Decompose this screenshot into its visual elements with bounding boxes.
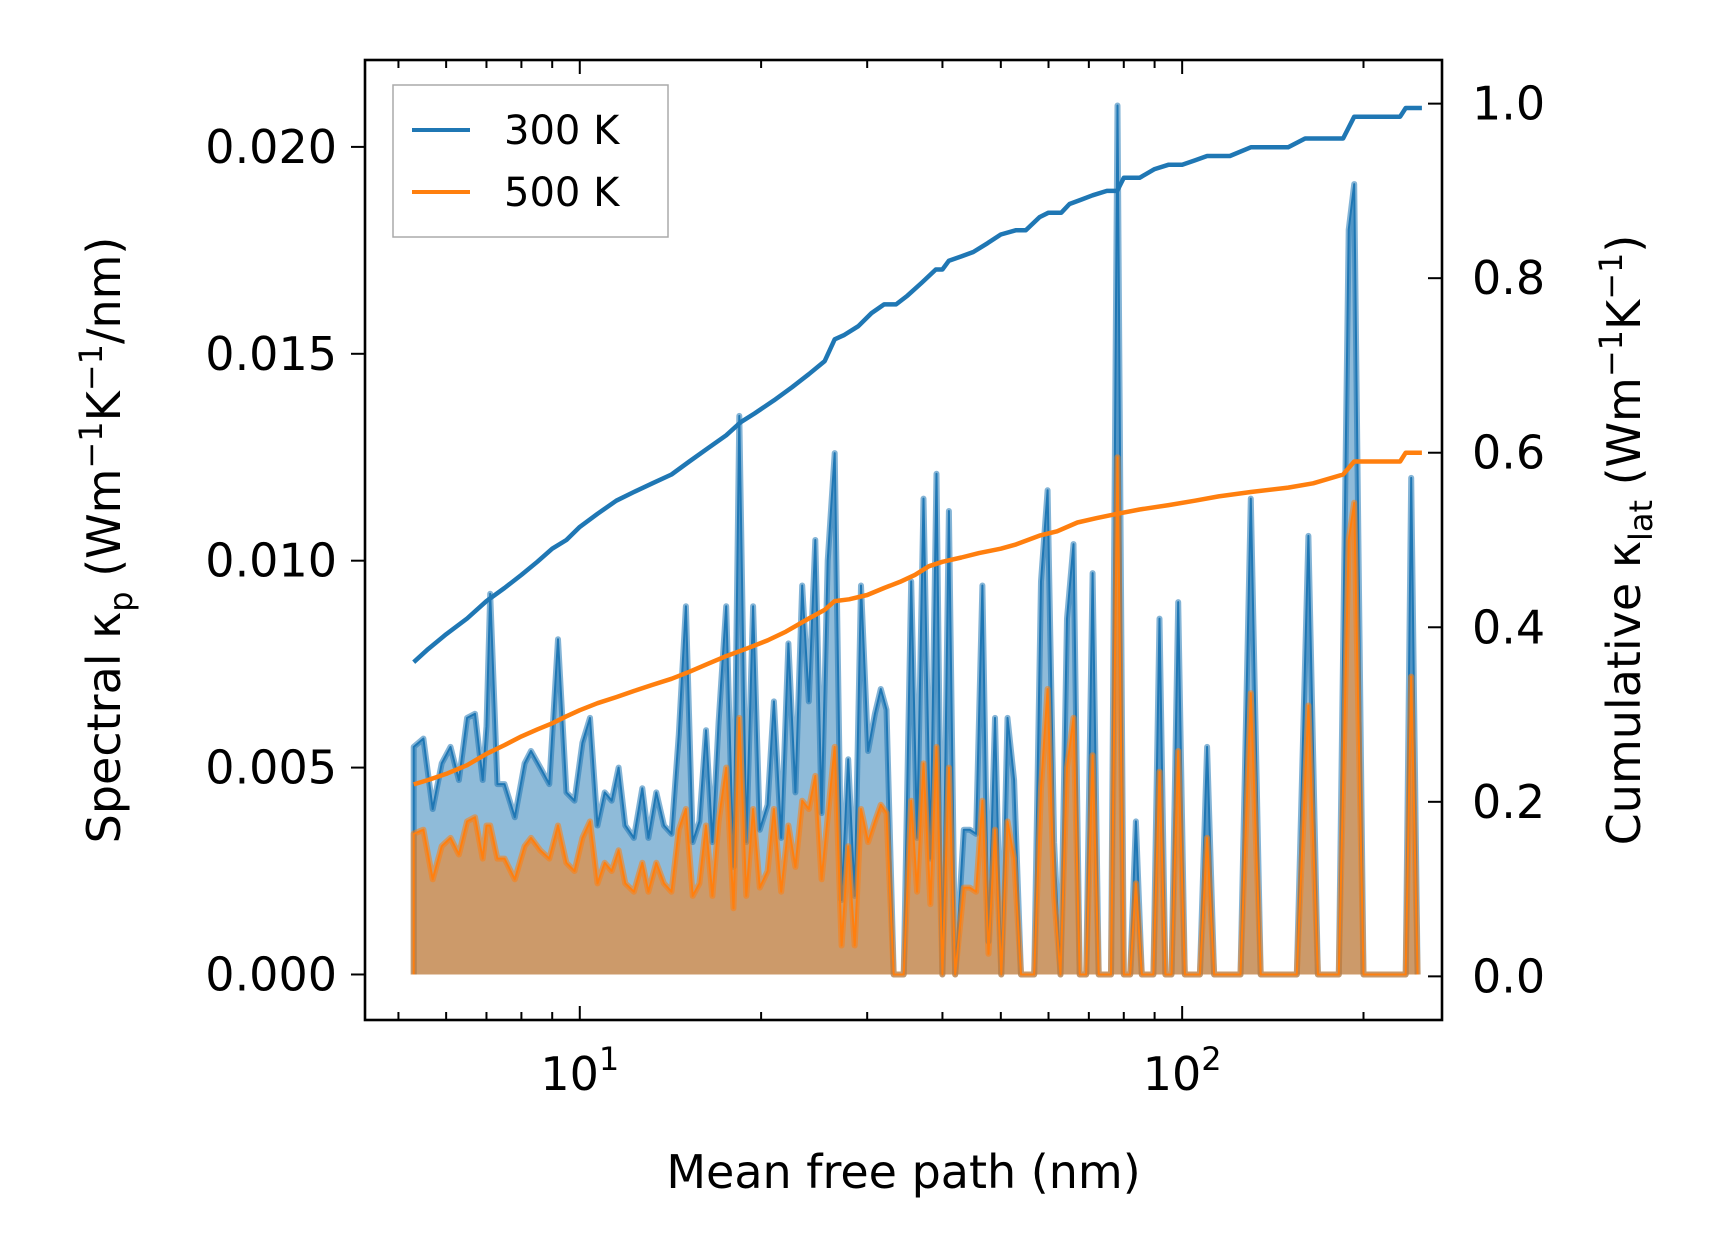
axes-frame [363,58,1444,1022]
legend: 300 K 500 K [392,84,669,238]
x-axis-title: Mean free path (nm) [666,1145,1140,1199]
y2-tick-label: 0.0 [1472,949,1545,1003]
x-axis-ticks: 101 102 [397,60,1365,1101]
y-tick-label: 0.000 [205,947,337,1001]
legend-box [392,84,669,238]
cumulative-lines [412,105,1422,787]
x-tick-label: 102 [1143,1040,1222,1101]
y2-tick-label: 0.4 [1472,600,1545,654]
y-tick-label: 0.010 [205,534,337,588]
y-tick-label: 0.015 [205,327,337,381]
plot-area [410,102,1422,978]
y-tick-label: 0.020 [205,120,337,174]
spectral-line-500k [412,456,1419,976]
cumulative-line-300k [412,105,1422,664]
spectral-lines [410,102,1421,978]
y2-tick-label: 0.8 [1472,251,1545,305]
cumulative-line-500k [413,450,1422,787]
y2-axis-ticks: 0.0 0.2 0.4 0.6 0.8 1.0 [1428,77,1545,1003]
legend-label-500k: 500 K [504,170,621,216]
y2-axis-title: Cumulative κlat (Wm−1K−1) [1592,235,1660,846]
y2-tick-label: 1.0 [1472,77,1545,131]
x-tick-label: 101 [540,1040,619,1101]
legend-label-300k: 300 K [504,108,621,154]
y-axis-title: Spectral κp (Wm−1K−1/nm) [72,237,140,844]
y-axis-ticks: 0.000 0.005 0.010 0.015 0.020 [205,120,365,1001]
y-tick-label: 0.005 [205,741,337,795]
y2-tick-label: 0.2 [1472,775,1545,829]
y2-tick-label: 0.6 [1472,426,1545,480]
